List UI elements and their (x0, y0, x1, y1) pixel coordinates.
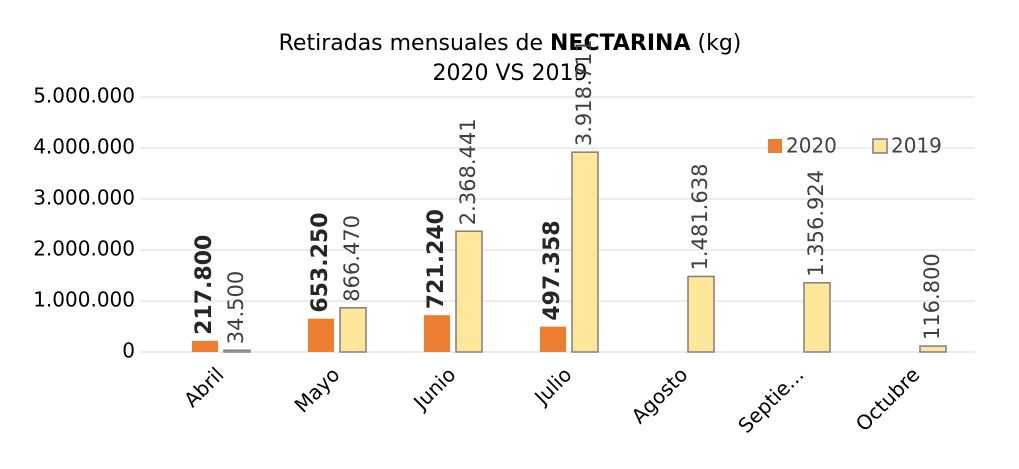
legend-swatch (872, 138, 888, 154)
y-tick-label: 0 (122, 339, 135, 363)
data-label: 1.356.924 (804, 170, 828, 277)
title-part: (kg) (691, 31, 742, 56)
data-label: 217.800 (192, 235, 217, 335)
data-label: 653.250 (308, 212, 333, 312)
bar (540, 326, 566, 352)
legend-label: 2020 (786, 134, 837, 158)
title-part: Retiradas mensuales de (279, 31, 550, 56)
bar (308, 318, 334, 352)
y-tick-label: 1.000.000 (33, 288, 135, 312)
title-part: NECTARINA (550, 31, 690, 56)
bar (424, 315, 450, 352)
x-tick-label: Julio (528, 362, 576, 410)
chart-subtitle: 2020 VS 2019 (433, 61, 588, 86)
x-tick-label: Agosto (627, 362, 693, 428)
data-label: 2.368.441 (456, 118, 480, 225)
data-label: 497.358 (540, 220, 565, 320)
legend-swatch (768, 139, 782, 153)
y-tick-label: 5.000.000 (33, 84, 135, 108)
x-tick-label: Septie... (733, 362, 808, 437)
bar (455, 230, 483, 353)
data-label: 866.470 (340, 215, 364, 302)
x-tick-label: Junio (407, 362, 460, 415)
bar (803, 282, 831, 353)
bar (192, 340, 218, 352)
bar (919, 345, 947, 353)
bar (571, 151, 599, 353)
x-tick-label: Octubre (851, 362, 925, 436)
y-tick-label: 3.000.000 (33, 186, 135, 210)
x-tick-label: Mayo (290, 362, 345, 417)
legend-label: 2019 (891, 134, 942, 158)
data-label: 3.918.711 (572, 39, 596, 146)
y-tick-label: 2.000.000 (33, 237, 135, 261)
bar (339, 307, 367, 353)
data-label: 721.240 (424, 209, 449, 309)
bar (687, 275, 715, 353)
chart-title: Retiradas mensuales de NECTARINA (kg) (279, 31, 742, 56)
data-label: 1.481.638 (688, 164, 712, 271)
data-label: 34.500 (224, 271, 248, 344)
x-tick-label: Abril (179, 362, 228, 411)
y-tick-label: 4.000.000 (33, 135, 135, 159)
bar (223, 349, 251, 353)
data-label: 116.800 (920, 253, 944, 340)
